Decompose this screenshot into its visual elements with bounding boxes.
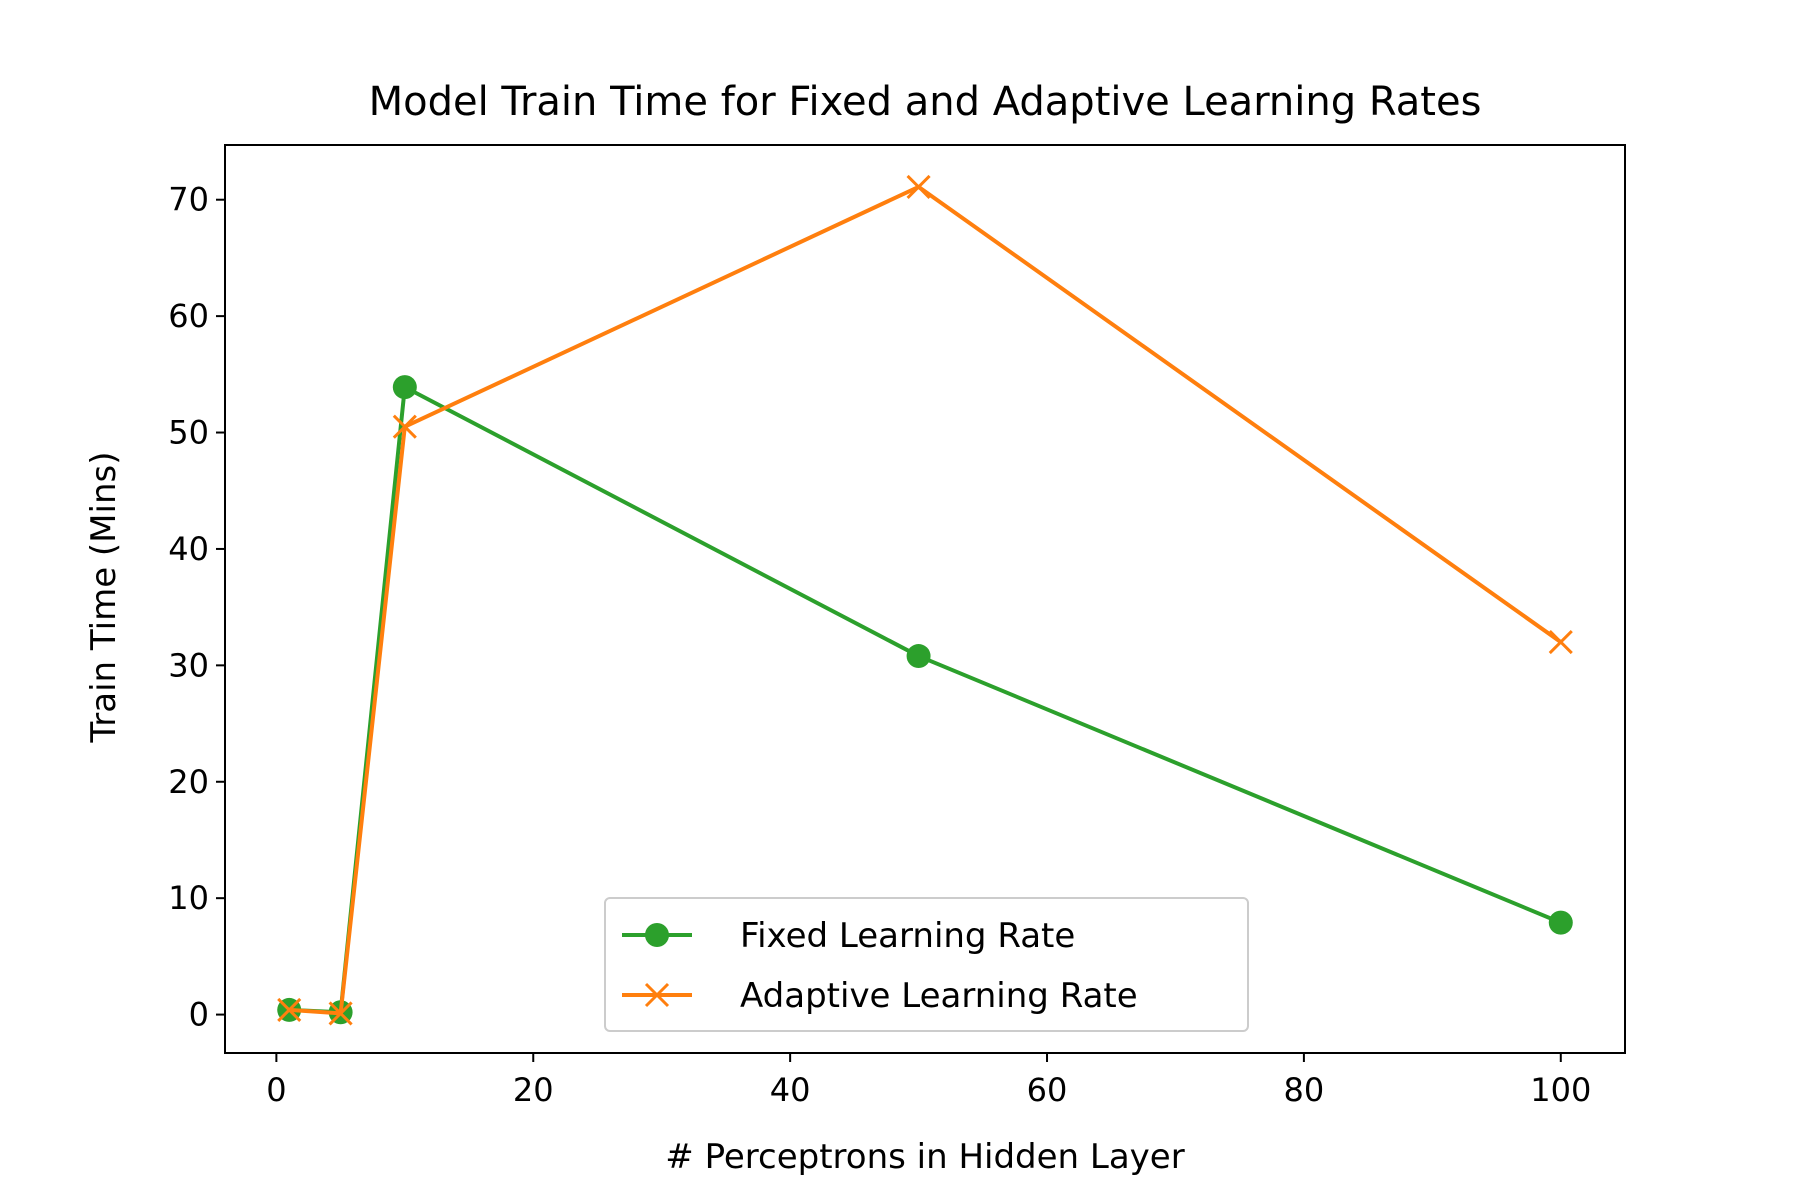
data-point [328, 1001, 353, 1026]
x-tick-label: 40 [770, 1071, 811, 1109]
y-tick-label: 60 [168, 297, 209, 335]
series-adaptive-learning-rate [277, 174, 1573, 1026]
data-point [277, 997, 302, 1022]
data-point [906, 174, 931, 199]
y-tick-label: 30 [168, 646, 209, 684]
plot-frame [224, 144, 1626, 1054]
x-tick-label: 100 [1530, 1071, 1591, 1109]
legend-marker [645, 923, 669, 947]
x-axis-ticks: 0 20 40 60 80 100 [266, 1053, 1591, 1109]
data-point [392, 414, 417, 439]
y-tick-label: 40 [168, 530, 209, 568]
x-tick-label: 20 [513, 1071, 554, 1109]
x-axis-label: # Perceptrons in Hidden Layer [665, 1137, 1184, 1177]
y-tick-label: 0 [189, 996, 209, 1034]
y-tick-label: 70 [168, 181, 209, 219]
legend-marker [644, 982, 670, 1008]
series-layer [277, 174, 1573, 1026]
x-tick-label: 80 [1284, 1071, 1325, 1109]
data-point [1548, 910, 1573, 935]
y-axis-ticks: 0 10 20 30 40 50 60 70 [168, 181, 225, 1034]
data-point [1548, 630, 1573, 655]
legend-item: Fixed Learning Rate [622, 916, 1075, 956]
series-line [289, 184, 1562, 1016]
y-tick-label: 10 [168, 879, 209, 917]
legend-label: Fixed Learning Rate [740, 916, 1075, 956]
data-point [906, 644, 931, 669]
y-tick-label: 50 [168, 414, 209, 452]
legend-item: Adaptive Learning Rate [622, 976, 1138, 1016]
y-tick-label: 20 [168, 763, 209, 801]
data-point [392, 375, 417, 400]
legend-label: Adaptive Learning Rate [740, 976, 1138, 1016]
y-axis-label: Train Time (Mins) [84, 452, 124, 744]
legend-box [604, 897, 1249, 1032]
legend: Fixed Learning Rate Adaptive Learning Rat… [604, 897, 1249, 1032]
x-tick-label: 0 [266, 1071, 286, 1109]
x-tick-label: 60 [1027, 1071, 1068, 1109]
chart-title: Model Train Time for Fixed and Adaptive … [369, 79, 1482, 125]
